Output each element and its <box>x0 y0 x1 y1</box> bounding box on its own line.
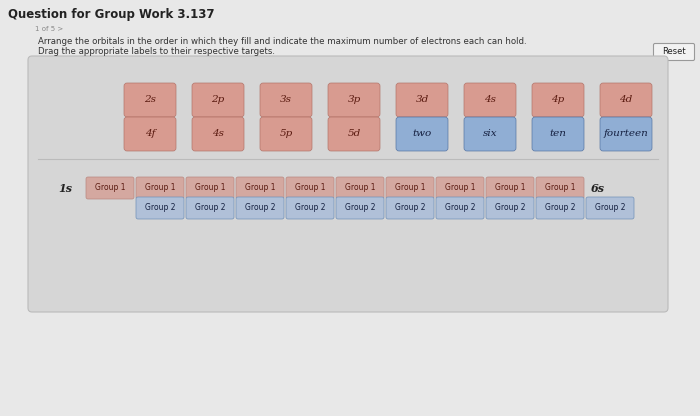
FancyBboxPatch shape <box>286 177 334 199</box>
FancyBboxPatch shape <box>464 83 516 117</box>
Text: Group 1: Group 1 <box>444 183 475 193</box>
Text: Group 1: Group 1 <box>545 183 575 193</box>
Text: 1s: 1s <box>58 183 72 193</box>
FancyBboxPatch shape <box>136 177 184 199</box>
FancyBboxPatch shape <box>536 177 584 199</box>
FancyBboxPatch shape <box>600 117 652 151</box>
FancyBboxPatch shape <box>586 197 634 219</box>
Text: 4s: 4s <box>212 129 224 139</box>
FancyBboxPatch shape <box>86 177 134 199</box>
Text: Group 2: Group 2 <box>595 203 625 213</box>
FancyBboxPatch shape <box>336 197 384 219</box>
Text: Reset: Reset <box>662 47 686 57</box>
Text: Group 1: Group 1 <box>245 183 275 193</box>
Text: Group 1: Group 1 <box>94 183 125 193</box>
Text: Arrange the orbitals in the order in which they fill and indicate the maximum nu: Arrange the orbitals in the order in whi… <box>38 37 526 46</box>
Text: Group 2: Group 2 <box>245 203 275 213</box>
FancyBboxPatch shape <box>286 197 334 219</box>
FancyBboxPatch shape <box>436 177 484 199</box>
Text: 4f: 4f <box>145 129 155 139</box>
FancyBboxPatch shape <box>386 197 434 219</box>
FancyBboxPatch shape <box>28 56 668 312</box>
FancyBboxPatch shape <box>532 83 584 117</box>
FancyBboxPatch shape <box>600 83 652 117</box>
FancyBboxPatch shape <box>236 177 284 199</box>
Text: 1 of 5 >: 1 of 5 > <box>35 26 63 32</box>
FancyBboxPatch shape <box>386 177 434 199</box>
Text: 2s: 2s <box>144 96 156 104</box>
FancyBboxPatch shape <box>536 197 584 219</box>
FancyBboxPatch shape <box>186 197 234 219</box>
Text: Group 1: Group 1 <box>344 183 375 193</box>
Text: 6s: 6s <box>591 183 605 193</box>
Text: ten: ten <box>550 129 566 139</box>
FancyBboxPatch shape <box>260 83 312 117</box>
Text: fourteen: fourteen <box>603 129 648 139</box>
Text: 3p: 3p <box>347 96 360 104</box>
FancyBboxPatch shape <box>486 177 534 199</box>
FancyBboxPatch shape <box>136 197 184 219</box>
FancyBboxPatch shape <box>436 197 484 219</box>
FancyBboxPatch shape <box>532 117 584 151</box>
FancyBboxPatch shape <box>192 83 244 117</box>
Text: Group 1: Group 1 <box>495 183 525 193</box>
Text: Drag the appropriate labels to their respective targets.: Drag the appropriate labels to their res… <box>38 47 275 56</box>
Text: Group 2: Group 2 <box>545 203 575 213</box>
Text: Question for Group Work 3.137: Question for Group Work 3.137 <box>8 8 214 21</box>
Text: Group 1: Group 1 <box>295 183 326 193</box>
FancyBboxPatch shape <box>464 117 516 151</box>
Text: Group 1: Group 1 <box>395 183 426 193</box>
Text: two: two <box>412 129 432 139</box>
FancyBboxPatch shape <box>654 44 694 60</box>
Text: Group 2: Group 2 <box>145 203 175 213</box>
Text: 3s: 3s <box>280 96 292 104</box>
Text: Group 2: Group 2 <box>344 203 375 213</box>
Text: Group 2: Group 2 <box>495 203 525 213</box>
FancyBboxPatch shape <box>486 197 534 219</box>
Text: 4d: 4d <box>620 96 633 104</box>
Text: six: six <box>483 129 497 139</box>
FancyBboxPatch shape <box>186 177 234 199</box>
FancyBboxPatch shape <box>328 117 380 151</box>
FancyBboxPatch shape <box>328 83 380 117</box>
Text: Group 2: Group 2 <box>395 203 426 213</box>
Text: Group 1: Group 1 <box>145 183 175 193</box>
Text: Group 2: Group 2 <box>295 203 326 213</box>
FancyBboxPatch shape <box>396 83 448 117</box>
Text: 3d: 3d <box>415 96 428 104</box>
Text: 4p: 4p <box>552 96 565 104</box>
FancyBboxPatch shape <box>236 197 284 219</box>
FancyBboxPatch shape <box>396 117 448 151</box>
Text: 4s: 4s <box>484 96 496 104</box>
Text: Group 2: Group 2 <box>195 203 225 213</box>
Text: Group 1: Group 1 <box>195 183 225 193</box>
FancyBboxPatch shape <box>192 117 244 151</box>
FancyBboxPatch shape <box>336 177 384 199</box>
FancyBboxPatch shape <box>124 117 176 151</box>
FancyBboxPatch shape <box>124 83 176 117</box>
Text: 5d: 5d <box>347 129 360 139</box>
Text: 5p: 5p <box>279 129 293 139</box>
Text: 2p: 2p <box>211 96 225 104</box>
FancyBboxPatch shape <box>260 117 312 151</box>
Text: Group 2: Group 2 <box>444 203 475 213</box>
